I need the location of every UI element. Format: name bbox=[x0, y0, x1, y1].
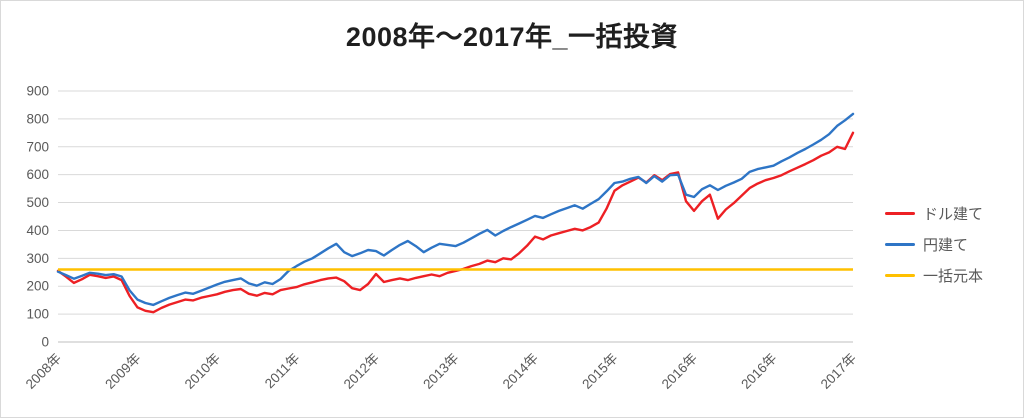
svg-text:500: 500 bbox=[26, 195, 49, 210]
legend-item-dollar: ドル建て bbox=[885, 198, 1023, 229]
gridlines bbox=[58, 90, 853, 343]
legend-item-yen: 円建て bbox=[885, 229, 1023, 260]
svg-text:300: 300 bbox=[26, 251, 49, 266]
svg-text:2013年: 2013年 bbox=[420, 351, 461, 392]
svg-text:200: 200 bbox=[26, 279, 49, 294]
svg-text:2016年: 2016年 bbox=[659, 351, 700, 392]
svg-text:2014年: 2014年 bbox=[500, 351, 541, 392]
svg-text:2017年: 2017年 bbox=[818, 351, 859, 392]
svg-text:2016年: 2016年 bbox=[738, 351, 779, 392]
svg-text:0: 0 bbox=[41, 335, 49, 350]
svg-text:2008年: 2008年 bbox=[23, 351, 64, 392]
series-yen-line bbox=[56, 112, 855, 307]
svg-text:700: 700 bbox=[26, 139, 49, 154]
legend-swatch bbox=[885, 212, 915, 215]
svg-text:400: 400 bbox=[26, 223, 49, 238]
y-axis-labels: 0 100 200 300 400 500 600 700 800 900 bbox=[26, 84, 49, 350]
legend-swatch bbox=[885, 243, 915, 246]
svg-text:800: 800 bbox=[26, 111, 49, 126]
svg-text:2010年: 2010年 bbox=[182, 351, 223, 392]
legend-label: ドル建て bbox=[923, 206, 984, 223]
legend-swatch bbox=[885, 274, 915, 277]
svg-text:2012年: 2012年 bbox=[341, 351, 382, 392]
svg-text:2015年: 2015年 bbox=[579, 351, 620, 392]
svg-text:2009年: 2009年 bbox=[102, 351, 143, 392]
svg-text:600: 600 bbox=[26, 167, 49, 182]
svg-text:900: 900 bbox=[26, 84, 49, 99]
legend-label: 円建て bbox=[923, 237, 969, 254]
series-dollar-line bbox=[56, 131, 855, 314]
x-axis-labels: 2008年 2009年 2010年 2011年 2012年 2013年 2014年 2015年… bbox=[23, 351, 859, 392]
legend: ドル建て円建て一括元本 bbox=[885, 198, 1023, 291]
legend-label: 一括元本 bbox=[923, 268, 984, 285]
svg-text:2011年: 2011年 bbox=[262, 351, 303, 392]
svg-text:100: 100 bbox=[26, 307, 49, 322]
legend-item-principal: 一括元本 bbox=[885, 260, 1023, 291]
chart-title: 2008年〜2017年_一括投資 bbox=[345, 22, 679, 52]
